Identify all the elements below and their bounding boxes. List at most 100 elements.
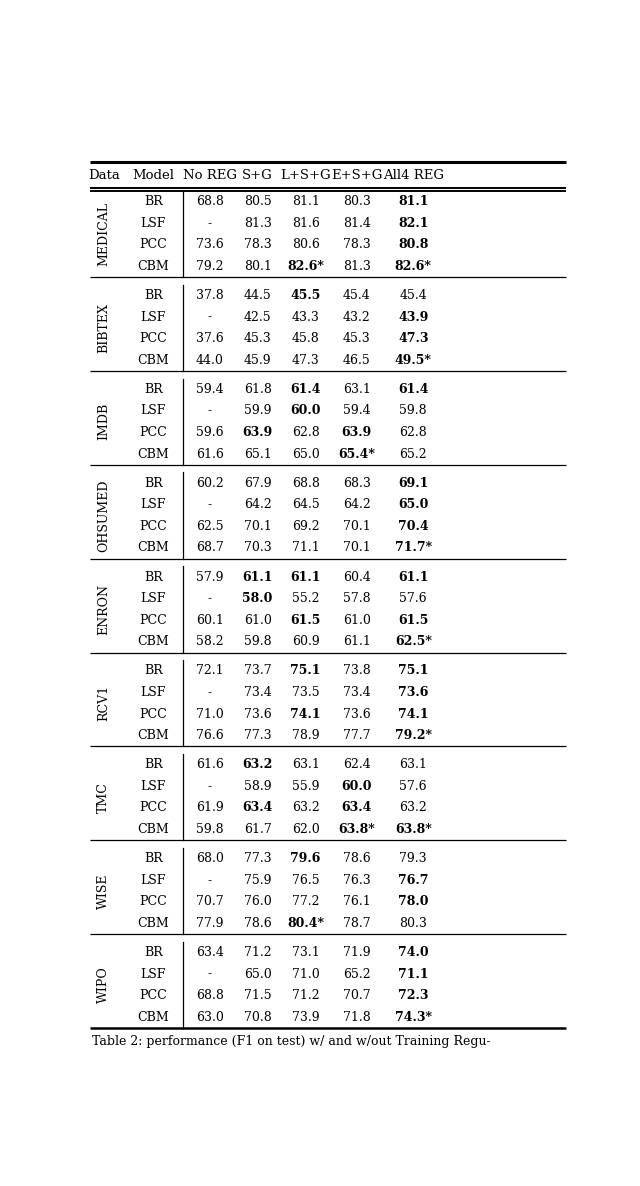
Text: 71.0: 71.0 xyxy=(196,708,224,721)
Text: 71.2: 71.2 xyxy=(292,989,319,1002)
Text: 76.1: 76.1 xyxy=(343,895,371,908)
Text: 64.2: 64.2 xyxy=(244,498,271,511)
Text: 75.1: 75.1 xyxy=(291,664,321,677)
Text: 80.3: 80.3 xyxy=(343,196,371,209)
Text: CBM: CBM xyxy=(138,260,170,273)
Text: 62.5*: 62.5* xyxy=(395,636,432,649)
Text: 63.4: 63.4 xyxy=(243,802,273,815)
Text: 62.8: 62.8 xyxy=(292,426,319,439)
Text: 73.6: 73.6 xyxy=(398,686,429,699)
Text: 76.7: 76.7 xyxy=(398,874,429,887)
Text: E+S+G: E+S+G xyxy=(331,168,383,181)
Text: 80.3: 80.3 xyxy=(399,917,428,930)
Text: 60.0: 60.0 xyxy=(342,780,372,792)
Text: 58.0: 58.0 xyxy=(243,592,273,605)
Text: 80.8: 80.8 xyxy=(398,238,429,251)
Text: 58.9: 58.9 xyxy=(244,780,271,792)
Text: 79.2*: 79.2* xyxy=(395,729,432,742)
Text: BR: BR xyxy=(144,570,163,584)
Text: 62.5: 62.5 xyxy=(196,519,224,533)
Text: 62.0: 62.0 xyxy=(292,823,319,836)
Text: 37.8: 37.8 xyxy=(196,289,224,302)
Text: S+G: S+G xyxy=(242,168,273,181)
Text: 65.0: 65.0 xyxy=(292,447,319,460)
Text: -: - xyxy=(208,968,212,981)
Text: PCC: PCC xyxy=(140,895,167,908)
Text: CBM: CBM xyxy=(138,447,170,460)
Text: 61.8: 61.8 xyxy=(244,383,271,396)
Text: 73.8: 73.8 xyxy=(343,664,371,677)
Text: LSF: LSF xyxy=(141,311,166,324)
Text: 60.9: 60.9 xyxy=(292,636,319,649)
Text: 71.7*: 71.7* xyxy=(395,542,432,554)
Text: 79.2: 79.2 xyxy=(196,260,224,273)
Text: BR: BR xyxy=(144,664,163,677)
Text: 77.7: 77.7 xyxy=(343,729,371,742)
Text: 60.2: 60.2 xyxy=(196,477,224,490)
Text: 68.8: 68.8 xyxy=(196,196,224,209)
Text: All4 REG: All4 REG xyxy=(383,168,444,181)
Text: 45.3: 45.3 xyxy=(343,332,371,345)
Text: 73.4: 73.4 xyxy=(244,686,271,699)
Text: 78.7: 78.7 xyxy=(343,917,371,930)
Text: LSF: LSF xyxy=(141,780,166,792)
Text: 60.4: 60.4 xyxy=(343,570,371,584)
Text: -: - xyxy=(208,874,212,887)
Text: LSF: LSF xyxy=(141,686,166,699)
Text: 81.3: 81.3 xyxy=(244,217,271,230)
Text: -: - xyxy=(208,217,212,230)
Text: LSF: LSF xyxy=(141,404,166,417)
Text: 45.5: 45.5 xyxy=(291,289,321,302)
Text: 45.4: 45.4 xyxy=(399,289,427,302)
Text: 72.1: 72.1 xyxy=(196,664,224,677)
Text: PCC: PCC xyxy=(140,613,167,626)
Text: LSF: LSF xyxy=(141,498,166,511)
Text: LSF: LSF xyxy=(141,968,166,981)
Text: MEDICAL: MEDICAL xyxy=(97,202,110,266)
Text: 71.1: 71.1 xyxy=(398,968,429,981)
Text: 78.9: 78.9 xyxy=(292,729,319,742)
Text: 82.6*: 82.6* xyxy=(287,260,324,273)
Text: 75.1: 75.1 xyxy=(398,664,429,677)
Text: 70.1: 70.1 xyxy=(343,542,371,554)
Text: BR: BR xyxy=(144,196,163,209)
Text: 70.4: 70.4 xyxy=(398,519,429,533)
Text: 79.6: 79.6 xyxy=(291,852,321,865)
Text: 70.3: 70.3 xyxy=(244,542,271,554)
Text: 80.5: 80.5 xyxy=(244,196,271,209)
Text: 81.1: 81.1 xyxy=(292,196,319,209)
Text: 45.8: 45.8 xyxy=(292,332,319,345)
Text: BR: BR xyxy=(144,946,163,959)
Text: ENRON: ENRON xyxy=(97,584,110,635)
Text: No REG: No REG xyxy=(183,168,237,181)
Text: 55.9: 55.9 xyxy=(292,780,319,792)
Text: 81.6: 81.6 xyxy=(292,217,319,230)
Text: 44.0: 44.0 xyxy=(196,353,224,366)
Text: 37.6: 37.6 xyxy=(196,332,224,345)
Text: 49.5*: 49.5* xyxy=(395,353,432,366)
Text: 70.7: 70.7 xyxy=(343,989,371,1002)
Text: 63.1: 63.1 xyxy=(399,758,428,771)
Text: 81.4: 81.4 xyxy=(343,217,371,230)
Text: LSF: LSF xyxy=(141,874,166,887)
Text: 69.1: 69.1 xyxy=(398,477,429,490)
Text: 82.6*: 82.6* xyxy=(395,260,432,273)
Text: CBM: CBM xyxy=(138,636,170,649)
Text: 81.3: 81.3 xyxy=(343,260,371,273)
Text: IMDB: IMDB xyxy=(97,403,110,440)
Text: 62.8: 62.8 xyxy=(399,426,427,439)
Text: 68.0: 68.0 xyxy=(196,852,224,865)
Text: 63.0: 63.0 xyxy=(196,1010,224,1024)
Text: 68.8: 68.8 xyxy=(196,989,224,1002)
Text: -: - xyxy=(208,498,212,511)
Text: 76.5: 76.5 xyxy=(292,874,319,887)
Text: WISE: WISE xyxy=(97,873,110,908)
Text: 43.2: 43.2 xyxy=(343,311,371,324)
Text: 74.0: 74.0 xyxy=(398,946,429,959)
Text: Model: Model xyxy=(132,168,175,181)
Text: 63.9: 63.9 xyxy=(342,426,372,439)
Text: PCC: PCC xyxy=(140,708,167,721)
Text: BR: BR xyxy=(144,383,163,396)
Text: 61.1: 61.1 xyxy=(291,570,321,584)
Text: 43.9: 43.9 xyxy=(398,311,429,324)
